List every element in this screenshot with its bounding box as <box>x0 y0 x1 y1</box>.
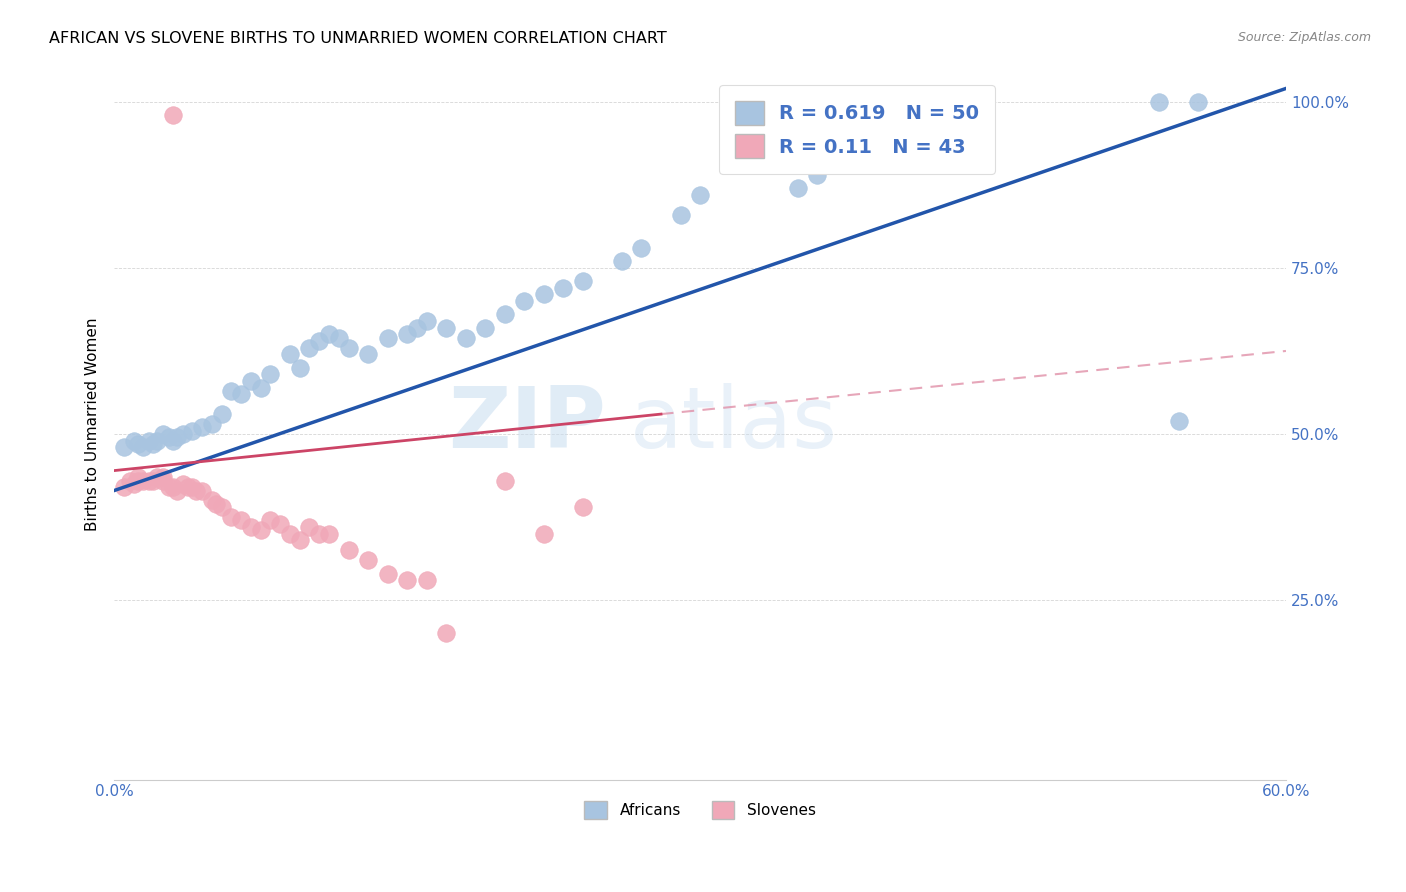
Text: AFRICAN VS SLOVENE BIRTHS TO UNMARRIED WOMEN CORRELATION CHART: AFRICAN VS SLOVENE BIRTHS TO UNMARRIED W… <box>49 31 666 46</box>
Point <box>142 437 165 451</box>
Point <box>1147 95 1170 109</box>
Point <box>201 417 224 431</box>
Point <box>142 474 165 488</box>
Point <box>689 187 711 202</box>
Point <box>122 434 145 448</box>
Point <box>572 274 595 288</box>
Point <box>146 434 169 448</box>
Point <box>172 476 194 491</box>
Point <box>513 294 536 309</box>
Point <box>152 427 174 442</box>
Point <box>157 480 180 494</box>
Point <box>211 500 233 515</box>
Point <box>191 483 214 498</box>
Point <box>122 476 145 491</box>
Y-axis label: Births to Unmarried Women: Births to Unmarried Women <box>86 318 100 531</box>
Point <box>396 327 419 342</box>
Point <box>181 480 204 494</box>
Point <box>138 474 160 488</box>
Point <box>328 331 350 345</box>
Point <box>669 208 692 222</box>
Point <box>211 407 233 421</box>
Point <box>308 334 330 348</box>
Point <box>221 510 243 524</box>
Point <box>318 526 340 541</box>
Point <box>415 314 437 328</box>
Point <box>186 483 208 498</box>
Point <box>162 480 184 494</box>
Point <box>127 470 149 484</box>
Point <box>406 320 429 334</box>
Point <box>172 427 194 442</box>
Point <box>454 331 477 345</box>
Point <box>181 424 204 438</box>
Point <box>278 347 301 361</box>
Point <box>318 327 340 342</box>
Point <box>434 626 457 640</box>
Point <box>298 520 321 534</box>
Legend: Africans, Slovenes: Africans, Slovenes <box>578 795 821 825</box>
Point <box>127 437 149 451</box>
Text: Source: ZipAtlas.com: Source: ZipAtlas.com <box>1237 31 1371 45</box>
Point <box>166 430 188 444</box>
Point <box>630 241 652 255</box>
Point <box>610 254 633 268</box>
Point <box>112 440 135 454</box>
Point <box>533 287 555 301</box>
Point <box>337 341 360 355</box>
Point <box>434 320 457 334</box>
Point <box>259 513 281 527</box>
Point <box>259 368 281 382</box>
Point <box>298 341 321 355</box>
Point <box>806 168 828 182</box>
Point <box>357 347 380 361</box>
Point <box>377 566 399 581</box>
Point <box>572 500 595 515</box>
Point <box>396 573 419 587</box>
Point <box>239 374 262 388</box>
Point <box>118 474 141 488</box>
Point <box>112 480 135 494</box>
Point <box>308 526 330 541</box>
Text: atlas: atlas <box>630 383 838 466</box>
Text: ZIP: ZIP <box>449 383 606 466</box>
Point <box>162 434 184 448</box>
Point <box>204 497 226 511</box>
Point <box>288 533 311 548</box>
Point <box>152 474 174 488</box>
Point <box>533 526 555 541</box>
Point <box>132 474 155 488</box>
Point <box>377 331 399 345</box>
Point <box>177 480 200 494</box>
Point <box>146 470 169 484</box>
Point <box>231 513 253 527</box>
Point <box>166 483 188 498</box>
Point <box>157 430 180 444</box>
Point <box>288 360 311 375</box>
Point <box>474 320 496 334</box>
Point <box>494 307 516 321</box>
Point <box>201 493 224 508</box>
Point <box>1167 414 1189 428</box>
Point <box>138 434 160 448</box>
Point <box>162 108 184 122</box>
Point <box>231 387 253 401</box>
Point <box>191 420 214 434</box>
Point <box>269 516 291 531</box>
Point <box>1187 95 1209 109</box>
Point <box>152 470 174 484</box>
Point <box>278 526 301 541</box>
Point <box>786 181 808 195</box>
Point <box>337 543 360 558</box>
Point <box>553 281 575 295</box>
Point <box>249 380 271 394</box>
Point <box>132 440 155 454</box>
Point <box>415 573 437 587</box>
Point <box>249 524 271 538</box>
Point <box>494 474 516 488</box>
Point <box>357 553 380 567</box>
Point <box>239 520 262 534</box>
Point <box>221 384 243 398</box>
Point <box>127 474 149 488</box>
